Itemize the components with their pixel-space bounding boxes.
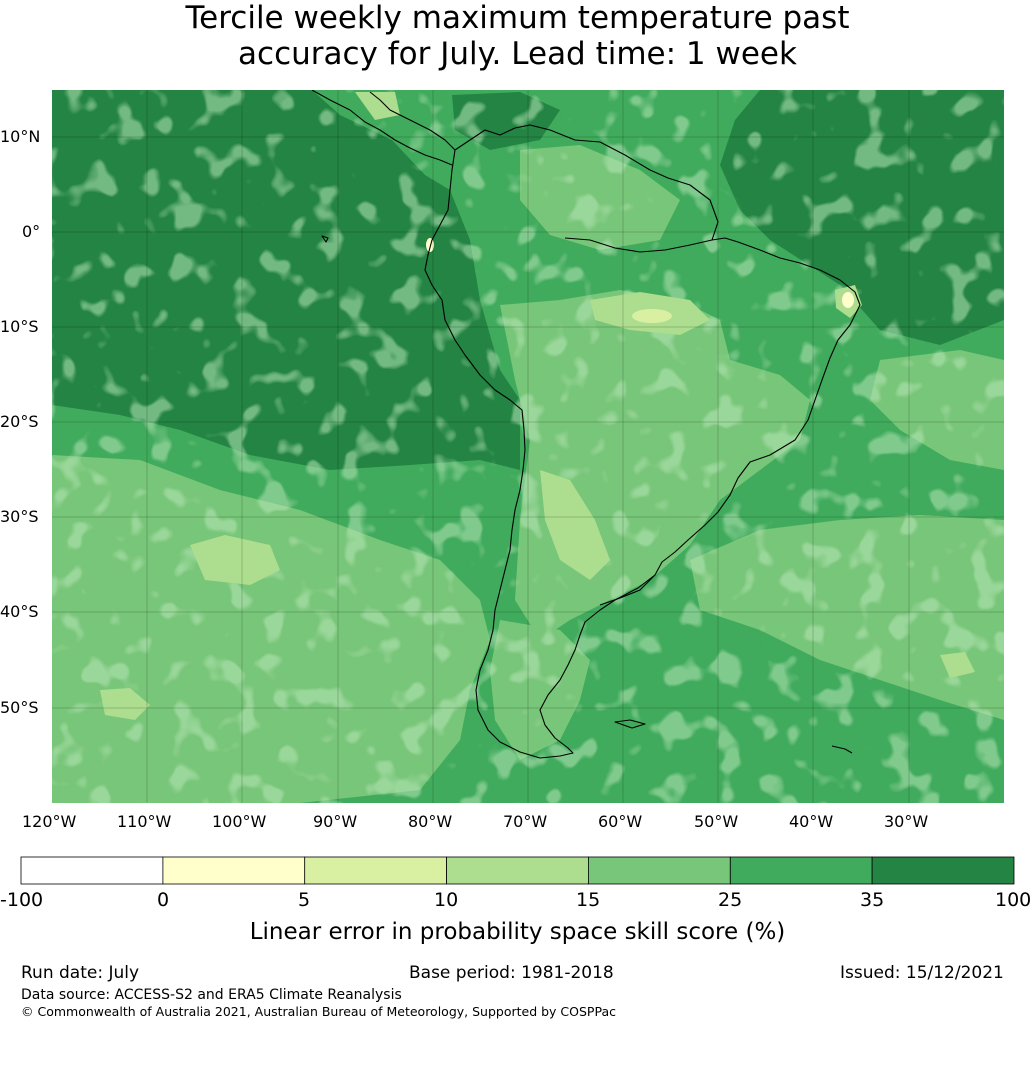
field-texture	[52, 90, 1004, 803]
graticule	[52, 90, 1004, 803]
lat-label-10n: 10°N	[0, 127, 41, 146]
coastline	[311, 90, 861, 759]
field-verylow-ne-brazil	[842, 292, 854, 308]
lat-label-0: 0°	[22, 222, 41, 241]
lat-label-30s: 30°S	[0, 507, 39, 526]
colorbar-tick-label: -100	[0, 889, 44, 911]
coastline-amazon-river	[564, 237, 713, 253]
colorbar-tick-label: 100	[995, 889, 1032, 911]
field-low-pacific2	[100, 688, 150, 720]
colorbar-segment	[304, 856, 448, 885]
lon-label-70w: 70°W	[503, 812, 548, 831]
colorbar-tick-label: 0	[157, 889, 170, 911]
coastline-falklands	[614, 719, 646, 729]
colorbar-segment	[446, 856, 589, 885]
colorbar-segment	[729, 856, 873, 885]
map-title-line-2: accuracy for July. Lead time: 1 week	[238, 36, 797, 72]
coastline-south-america	[424, 124, 861, 759]
colorbar	[20, 856, 1015, 885]
base-period: Base period: 1981-2018	[409, 963, 614, 983]
map-title-line-1: Tercile weekly maximum temperature past	[185, 0, 850, 36]
lon-label-120w: 120°W	[22, 812, 77, 831]
colorbar-tick-label: 5	[298, 889, 311, 911]
colorbar-segment	[20, 856, 164, 885]
lat-label-50s: 50°S	[0, 698, 39, 717]
lon-label-60w: 60°W	[598, 812, 643, 831]
lon-label-90w: 90°W	[313, 812, 358, 831]
colorbar-segment	[871, 856, 1015, 885]
colorbar-tick-label: 25	[718, 889, 743, 911]
lon-label-30w: 30°W	[884, 812, 929, 831]
colorbar-tick-label: 35	[860, 889, 885, 911]
coastline-south-georgia	[831, 745, 853, 754]
colorbar-segment	[162, 856, 306, 885]
lon-label-100w: 100°W	[212, 812, 267, 831]
colorbar-label: Linear error in probability space skill …	[249, 919, 786, 945]
field-low-pacific1	[190, 535, 280, 585]
lon-label-40w: 40°W	[789, 812, 834, 831]
field-verylow-amazon	[632, 309, 672, 323]
colorbar-segment	[588, 856, 731, 885]
run-date: Run date: July	[21, 963, 140, 983]
map-field	[52, 90, 1004, 803]
field-low-southatl	[940, 652, 975, 678]
coastline-rio-de-la-plata	[599, 574, 656, 606]
colorbar-tick-label: 10	[434, 889, 459, 911]
lat-label-20s: 20°S	[0, 412, 39, 431]
coastline-central-america-north	[369, 91, 456, 151]
lon-label-80w: 80°W	[408, 812, 453, 831]
issued-date: Issued: 15/12/2021	[840, 963, 1004, 983]
lat-label-40s: 40°S	[0, 602, 39, 621]
lon-label-110w: 110°W	[117, 812, 172, 831]
field-low-andes	[540, 470, 610, 580]
lat-label-10s: 10°S	[0, 317, 39, 336]
field-low-centralam	[355, 92, 400, 120]
data-source: Data source: ACCESS-S2 and ERA5 Climate …	[21, 987, 402, 1003]
coastline-central-america	[311, 90, 453, 166]
colorbar-tick-label: 15	[576, 889, 601, 911]
copyright: © Commonwealth of Australia 2021, Austra…	[21, 1004, 616, 1019]
coastline-galapagos	[321, 235, 329, 243]
lon-label-50w: 50°W	[694, 812, 739, 831]
